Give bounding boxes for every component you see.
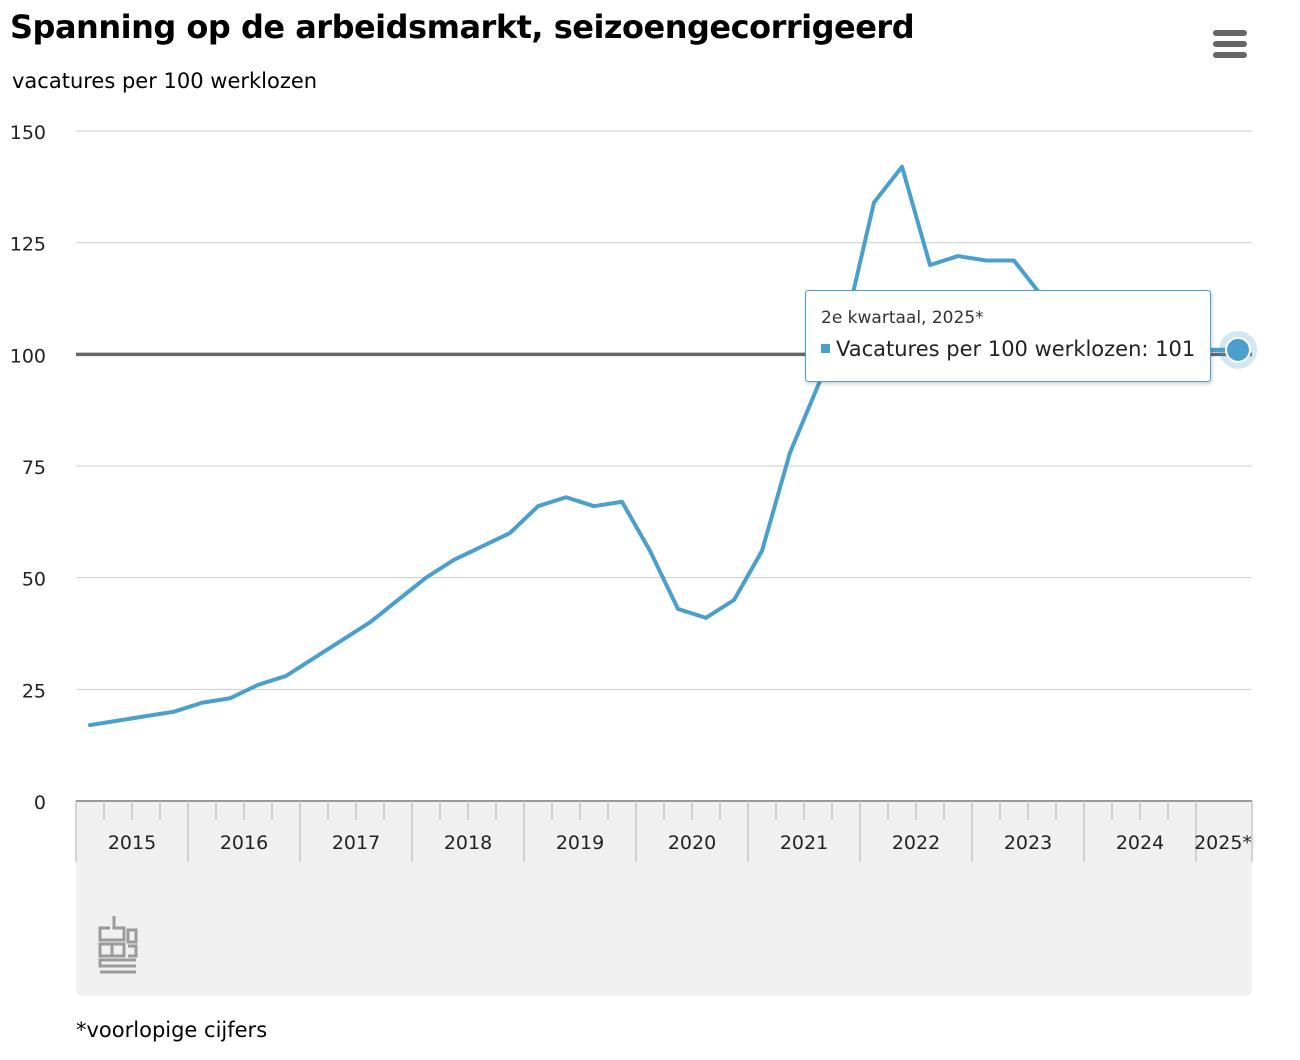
y-tick-label: 150 xyxy=(10,122,46,144)
logo-stroke xyxy=(98,916,126,942)
series-line xyxy=(88,164,1240,728)
chart-title: Spanning op de arbeidsmarkt, seizoengeco… xyxy=(10,8,915,46)
y-tick-label: 125 xyxy=(10,234,46,256)
menu-bar xyxy=(1213,52,1247,58)
tooltip-series-name: Vacatures per 100 werklozen xyxy=(836,337,1142,361)
tooltip-value: 101 xyxy=(1155,337,1196,361)
highlight-point xyxy=(1225,336,1251,363)
logo-stroke xyxy=(126,928,138,958)
x-tick-label: 2017 xyxy=(332,832,380,854)
x-axis-band xyxy=(76,801,1252,996)
line-chart: 0 25 50 75 100 125 150 2015 2016 2017 2018 2019 2020… xyxy=(10,122,1257,996)
y-tick-label: 0 xyxy=(34,792,46,814)
x-tick-label: 2015 xyxy=(108,832,156,854)
x-tick-label: 2018 xyxy=(444,832,492,854)
footnote: *voorlopige cijfers xyxy=(76,1018,268,1042)
tooltip-separator: : xyxy=(1141,337,1156,361)
x-tick-label: 2016 xyxy=(220,832,268,854)
x-tick-label: 2023 xyxy=(1004,832,1052,854)
y-tick-label: 25 xyxy=(22,680,46,702)
chart-subtitle: vacatures per 100 werklozen xyxy=(12,69,318,93)
logo-stroke xyxy=(98,942,126,958)
cbs-logo-icon xyxy=(98,916,138,974)
hamburger-menu-icon[interactable] xyxy=(1206,24,1256,64)
menu-bar xyxy=(1213,41,1247,47)
chart-tooltip: 2e kwartaal, 2025* Vacatures per 100 wer… xyxy=(805,290,1211,382)
tooltip-row: Vacatures per 100 werklozen: 101 xyxy=(821,337,1195,361)
x-tick-label: 2025* xyxy=(1194,832,1252,854)
x-tick-label: 2019 xyxy=(556,832,604,854)
y-tick-label: 100 xyxy=(10,345,46,367)
y-tick-label: 50 xyxy=(22,569,46,591)
menu-bar xyxy=(1213,30,1247,36)
tooltip-series-marker xyxy=(821,344,830,353)
y-tick-label: 75 xyxy=(22,457,46,479)
x-tick-label: 2022 xyxy=(892,832,940,854)
x-tick-label: 2024 xyxy=(1116,832,1164,854)
tooltip-date: 2e kwartaal, 2025* xyxy=(821,308,984,328)
logo-stroke xyxy=(98,958,136,974)
x-tick-label: 2021 xyxy=(780,832,828,854)
x-tick-label: 2020 xyxy=(668,832,716,854)
